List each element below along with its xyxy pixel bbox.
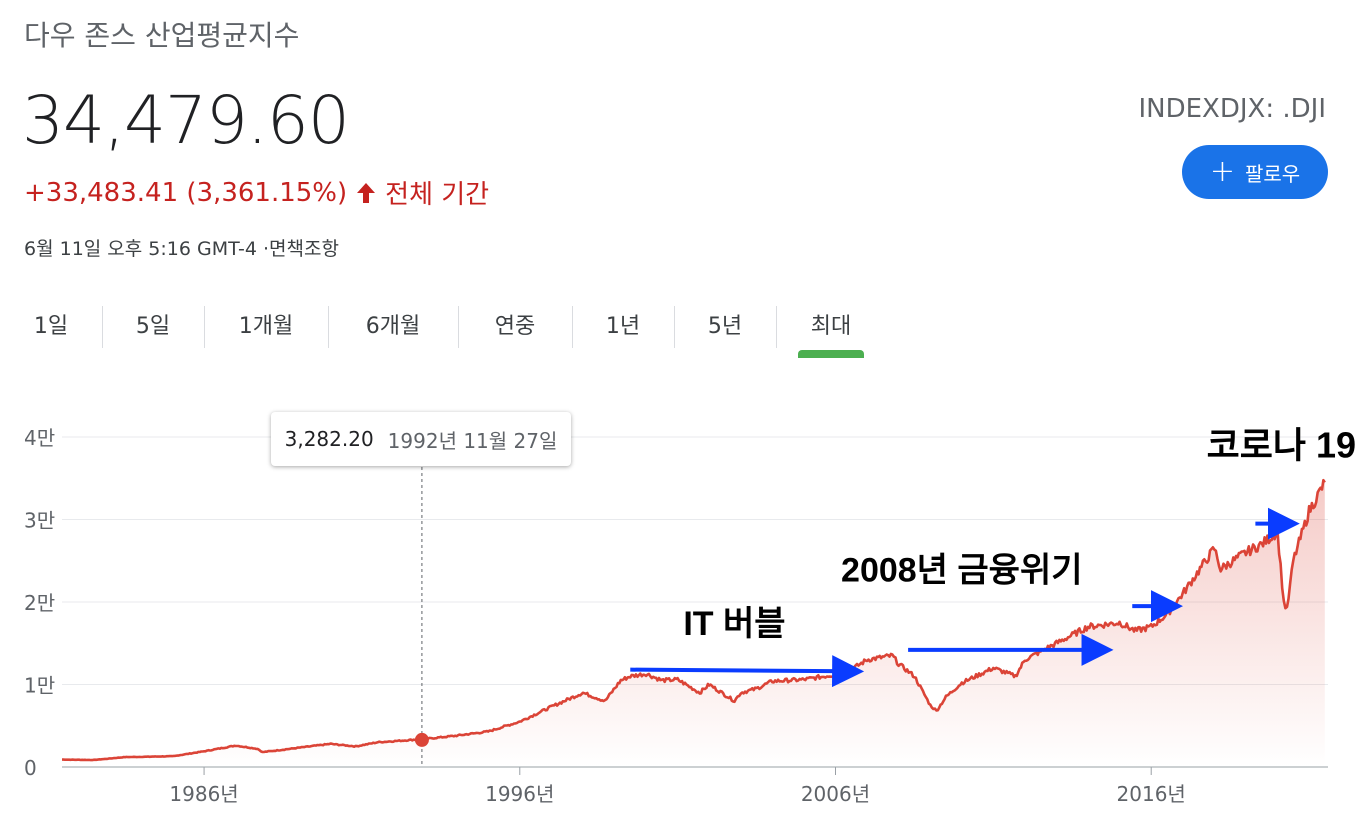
- area-fill: [62, 480, 1325, 767]
- tab-1m[interactable]: 1개월: [204, 302, 328, 348]
- arrow-up-icon: [357, 182, 376, 203]
- ticker-symbol: INDEXDJX: .DJI: [1138, 94, 1326, 124]
- change-period: 전체 기간: [385, 180, 490, 210]
- tab-5y[interactable]: 5년: [674, 302, 776, 348]
- follow-button[interactable]: + 팔로우: [1182, 145, 1328, 199]
- x-tick-label: 2006년: [801, 782, 870, 806]
- timestamp-disclaimer: 6월 11일 오후 5:16 GMT-4 ·면책조항: [24, 238, 339, 260]
- tab-6m[interactable]: 6개월: [328, 302, 458, 348]
- annotation-label: 코로나 19: [1207, 425, 1356, 466]
- annotation-label: IT 버블: [683, 605, 785, 643]
- price-chart[interactable]: 0 1만 2만 3만 4만 IT 버블 2008년 금융위기 코로나 19 1986년 199…: [0, 380, 1360, 826]
- price-change: +33,483.41 (3,361.15%) 전체 기간: [24, 174, 489, 211]
- x-tick-label: 1996년: [485, 782, 554, 806]
- index-price: 34,479.60: [22, 82, 350, 159]
- tab-label: 최대: [810, 314, 852, 339]
- plus-icon: +: [1209, 154, 1235, 189]
- tab-label: 1년: [605, 314, 641, 339]
- tab-label: 연중: [494, 314, 536, 339]
- tab-label: 5년: [707, 314, 743, 339]
- tab-label: 1일: [33, 314, 69, 339]
- tab-ytd[interactable]: 연중: [458, 302, 572, 348]
- annotation-label: 2008년 금융위기: [841, 551, 1082, 589]
- tab-label: 1개월: [238, 314, 294, 339]
- tab-1d[interactable]: 1일: [0, 302, 102, 346]
- annotation-arrow: [630, 655, 865, 688]
- tab-label: 5일: [135, 314, 171, 339]
- x-tick-label: 1986년: [169, 782, 238, 806]
- series-line: [62, 478, 1326, 762]
- tab-5d[interactable]: 5일: [102, 302, 204, 348]
- follow-label: 팔로우: [1244, 161, 1301, 186]
- page-title: 다우 존스 산업평균지수: [24, 19, 300, 52]
- tab-max[interactable]: 최대: [776, 302, 886, 348]
- y-tick-label: 0: [24, 756, 37, 780]
- change-value: +33,483.41 (3,361.15%): [24, 177, 348, 208]
- y-tick-label: 3만: [24, 509, 55, 533]
- tooltip-date: 1992년 11월 27일: [387, 428, 558, 453]
- tab-label: 6개월: [365, 314, 421, 339]
- chart-tooltip: 3,282.20 1992년 11월 27일: [271, 412, 571, 466]
- x-tick-label: 2016년: [1117, 782, 1186, 806]
- y-tick-label: 4만: [24, 426, 55, 450]
- tooltip-value: 3,282.20: [284, 427, 374, 451]
- y-tick-label: 1만: [24, 674, 55, 698]
- range-tabs: 1일 5일 1개월 6개월 연중 1년 5년 최대: [0, 302, 886, 356]
- tab-1y[interactable]: 1년: [572, 302, 674, 348]
- highlight-point[interactable]: [414, 732, 429, 747]
- y-tick-label: 2만: [24, 591, 55, 615]
